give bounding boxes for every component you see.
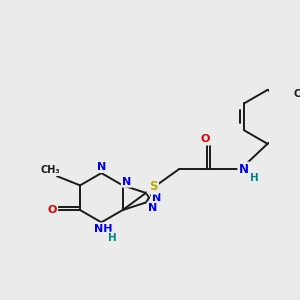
Text: N: N <box>148 203 157 213</box>
Text: O: O <box>48 205 57 215</box>
Text: N: N <box>238 163 249 176</box>
Text: CH₃: CH₃ <box>293 89 300 99</box>
Text: O: O <box>200 134 210 144</box>
Text: N: N <box>152 193 161 203</box>
Text: S: S <box>149 180 158 194</box>
Text: CH₃: CH₃ <box>41 165 61 175</box>
Text: NH: NH <box>94 224 112 233</box>
Text: N: N <box>122 176 131 187</box>
Text: H: H <box>250 173 259 184</box>
Text: N: N <box>148 183 157 193</box>
Text: N: N <box>97 162 106 172</box>
Text: H: H <box>108 233 116 243</box>
